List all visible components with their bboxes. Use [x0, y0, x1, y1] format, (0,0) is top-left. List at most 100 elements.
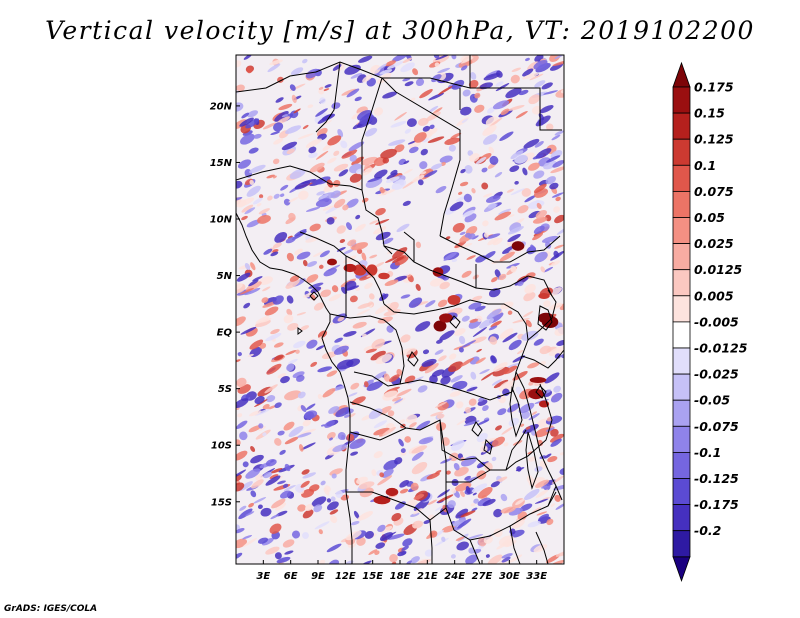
field-blob — [523, 291, 536, 302]
field-blob — [356, 181, 363, 187]
field-blob — [521, 330, 539, 341]
field-blob — [277, 373, 287, 379]
field-blob — [468, 79, 479, 89]
field-blob — [417, 179, 424, 186]
field-blob — [326, 498, 332, 503]
field-blob — [460, 490, 465, 498]
field-blob — [477, 497, 491, 507]
field-blob — [487, 107, 495, 114]
field-blob — [487, 203, 497, 209]
field-blob — [306, 339, 318, 349]
field-blob — [252, 276, 263, 282]
field-blob — [490, 355, 497, 364]
field-blob — [452, 222, 465, 233]
field-blob — [341, 88, 357, 96]
field-blob — [443, 276, 450, 281]
field-blob — [554, 244, 564, 249]
field-blob — [436, 413, 445, 419]
field-blob — [479, 369, 490, 375]
field-blob — [431, 74, 442, 83]
lon-label: 6E — [284, 571, 298, 582]
field-blob — [284, 390, 302, 401]
field-blob — [269, 59, 283, 66]
field-blob — [375, 207, 386, 216]
field-blob — [349, 154, 357, 162]
field-blob — [383, 309, 401, 317]
field-blob — [254, 319, 271, 328]
field-blob — [345, 222, 353, 231]
field-blob — [306, 261, 318, 267]
field-blob — [459, 231, 466, 236]
field-blob — [450, 132, 462, 139]
field-blob — [413, 132, 427, 143]
field-blob — [337, 128, 344, 138]
field-blob — [400, 488, 409, 494]
field-blob — [458, 191, 463, 195]
field-blob — [486, 233, 501, 239]
field-blob — [262, 122, 277, 130]
field-blob — [331, 473, 337, 479]
field-blob — [319, 559, 326, 564]
field-blob — [319, 97, 326, 104]
field-blob — [255, 408, 270, 416]
field-blob — [236, 420, 248, 430]
field-blob — [427, 136, 445, 144]
field-blob — [241, 112, 250, 119]
field-blob — [373, 451, 383, 459]
field-blob — [361, 167, 373, 176]
field-blob — [348, 141, 365, 152]
field-blob — [483, 232, 489, 238]
field-blob — [237, 413, 243, 418]
field-blob — [236, 60, 242, 68]
field-blob — [472, 326, 487, 338]
field-blob — [404, 128, 412, 134]
field-blob — [501, 556, 511, 563]
field-blob — [527, 451, 533, 455]
colorbar-label: 0.1 — [694, 158, 716, 173]
field-blob — [507, 362, 521, 368]
field-blob — [549, 433, 564, 443]
field-blob — [410, 512, 420, 517]
field-blob — [269, 523, 282, 534]
field-blob — [440, 375, 451, 385]
field-blob — [391, 512, 402, 522]
colorbar-max-triangle — [672, 61, 691, 88]
field-blob — [249, 179, 254, 185]
field-blob — [435, 470, 442, 475]
field-blob — [397, 551, 407, 557]
field-blob — [488, 325, 498, 331]
field-blob — [302, 58, 308, 64]
field-blob — [539, 345, 552, 355]
colorbar-swatch — [672, 295, 691, 323]
field-blob — [313, 302, 325, 311]
field-blob — [481, 182, 489, 190]
colorbar-label: 0.005 — [694, 288, 734, 303]
field-blob — [290, 67, 304, 76]
field-blob — [246, 219, 261, 228]
field-blob — [275, 502, 287, 511]
field-blob — [336, 225, 347, 234]
field-blob — [333, 150, 340, 156]
field-blob — [498, 535, 515, 546]
field-blob — [392, 256, 405, 264]
field-blob — [245, 468, 261, 479]
lon-label: 18E — [390, 571, 411, 582]
field-blob — [369, 293, 375, 300]
field-blob — [493, 379, 509, 389]
field-blob — [272, 242, 282, 249]
field-blob — [482, 124, 497, 136]
field-blob — [287, 322, 299, 331]
field-blob — [549, 62, 564, 71]
field-blob — [534, 251, 548, 263]
field-blob — [450, 375, 463, 383]
field-blob — [551, 192, 564, 198]
field-blob — [424, 170, 438, 178]
field-blob — [510, 188, 525, 196]
field-blob — [394, 144, 405, 153]
field-blob — [330, 496, 336, 502]
field-blob — [286, 148, 295, 154]
field-blob — [535, 489, 549, 498]
field-blob — [454, 482, 472, 492]
field-blob — [273, 354, 284, 361]
field-blob — [299, 428, 316, 436]
